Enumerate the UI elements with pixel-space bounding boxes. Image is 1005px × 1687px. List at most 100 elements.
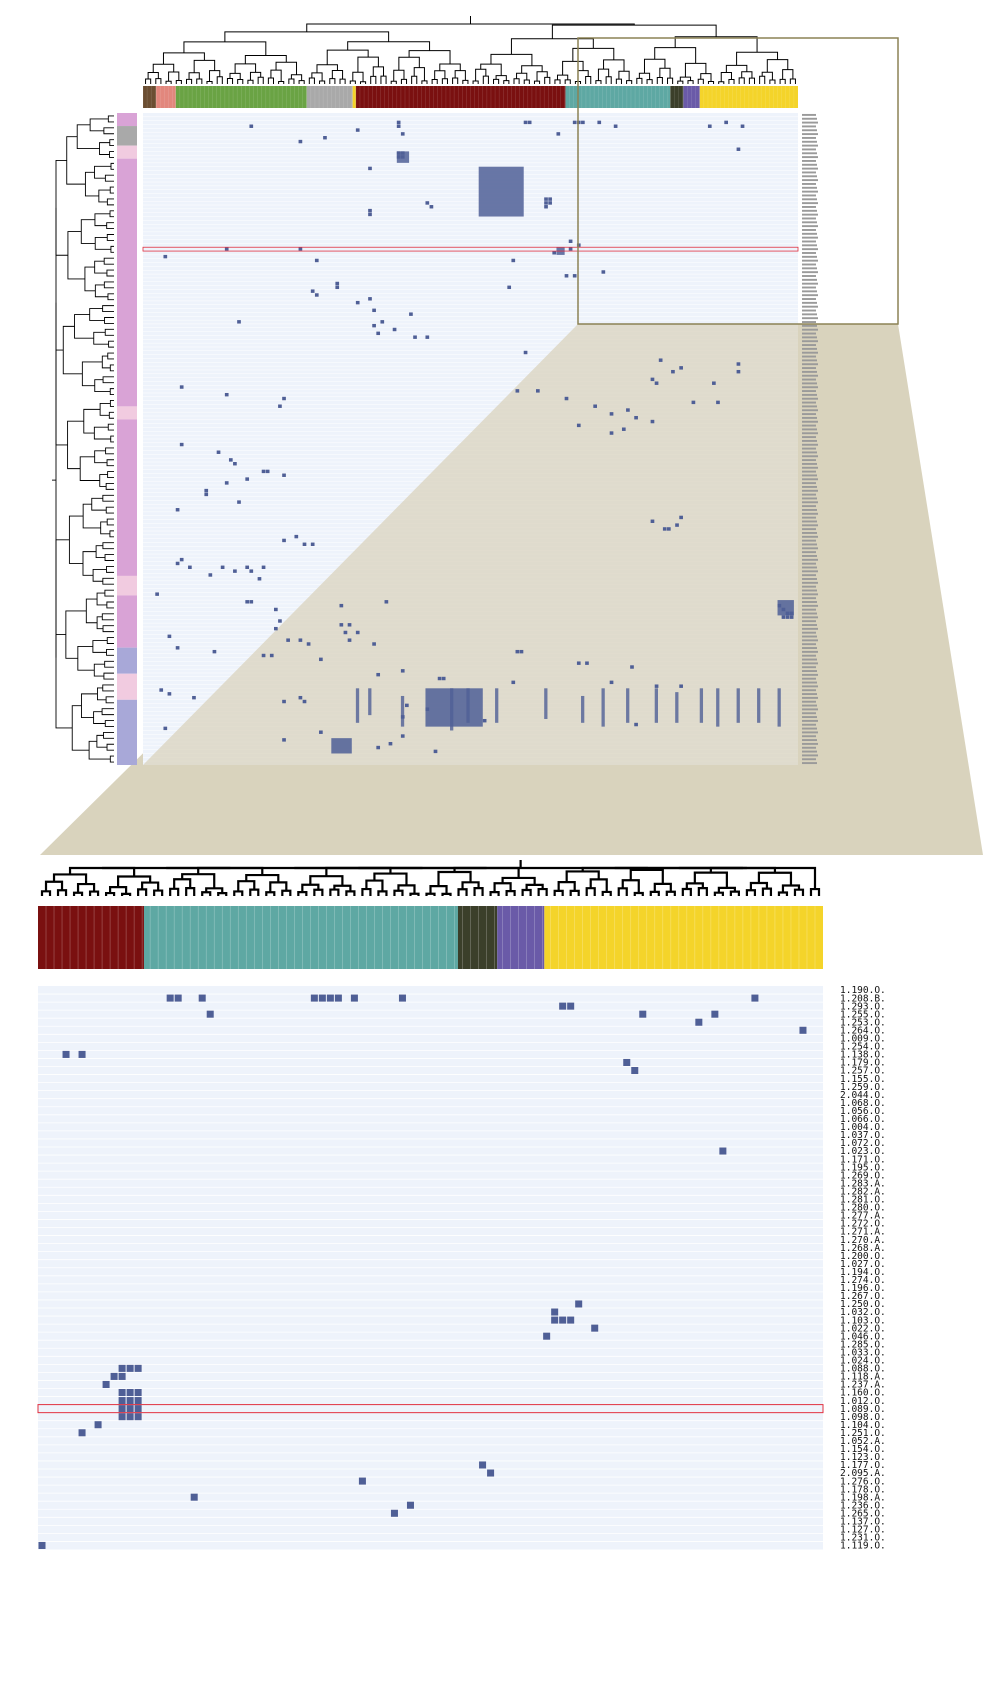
dendrogram-branch xyxy=(94,284,108,298)
row-label-tick xyxy=(802,363,818,366)
dendrogram-branch xyxy=(106,222,114,230)
zoomed-matrix-cell xyxy=(78,1429,86,1437)
zoomed-row-label: 1.056.O. xyxy=(840,1106,886,1117)
dendrogram-branch xyxy=(173,878,192,889)
cone-overlay xyxy=(143,324,798,765)
matrix-cell xyxy=(634,722,638,727)
dendrogram-branch xyxy=(201,891,212,896)
row-label-tick xyxy=(802,125,816,128)
row-label-tick xyxy=(802,194,816,197)
matrix-cell xyxy=(405,703,409,708)
dendrogram-branch xyxy=(329,888,340,896)
matrix-cell xyxy=(662,527,667,531)
dendrogram-branch xyxy=(80,219,96,244)
zoomed-row-label: 2.095.A. xyxy=(840,1468,886,1479)
row-label-tick xyxy=(802,140,817,143)
row-label-tick xyxy=(802,336,817,339)
row-label-tick xyxy=(802,271,818,274)
matrix-cell xyxy=(400,155,405,159)
dendrogram-branch xyxy=(601,890,612,896)
zoomed-row-label: 1.089.O. xyxy=(840,1404,886,1415)
zoomed-matrix-cell xyxy=(110,1372,118,1380)
matrix-cell xyxy=(400,669,405,673)
row-label-tick xyxy=(802,240,816,243)
row-cluster-segment xyxy=(117,145,137,159)
matrix-cell xyxy=(609,412,614,416)
row-cluster-segment xyxy=(117,673,137,700)
dendrogram-branch xyxy=(104,328,114,336)
dendrogram-branch xyxy=(308,77,315,84)
dendrogram-branch xyxy=(99,402,111,416)
dendrogram-branch xyxy=(94,237,111,250)
dendrogram-branch xyxy=(71,705,90,751)
zoomed-matrix-cell xyxy=(631,1067,639,1075)
row-label-tick xyxy=(802,474,817,477)
row-label-tick xyxy=(802,278,817,281)
row-label-tick xyxy=(802,520,817,523)
zoomed-row-label: 1.066.O. xyxy=(840,1114,886,1125)
row-label-tick xyxy=(802,624,817,626)
row-label-tick xyxy=(802,436,816,439)
zoomed-matrix-cell xyxy=(126,1413,134,1421)
matrix-cell xyxy=(384,600,389,604)
zoomed-cluster-segment xyxy=(497,906,545,969)
matrix-cell xyxy=(298,638,303,642)
matrix-cell xyxy=(609,431,614,435)
zoomed-matrix-cell xyxy=(487,1469,495,1477)
zoomed-row-label: 1.098.O. xyxy=(840,1412,886,1423)
dendrogram-branch xyxy=(104,589,114,597)
row-cluster-color-bar xyxy=(117,113,137,765)
matrix-cell xyxy=(515,649,520,654)
dendrogram-branch xyxy=(298,80,305,84)
matrix-cell xyxy=(679,515,683,520)
matrix-cell xyxy=(319,730,323,734)
matrix-cell xyxy=(159,688,164,692)
row-label-tick xyxy=(802,635,817,638)
zoomed-matrix-cell xyxy=(799,1026,807,1034)
row-label-tick xyxy=(802,762,817,765)
row-label-tick xyxy=(802,263,816,266)
dendrogram-branch xyxy=(638,72,651,80)
matrix-cell xyxy=(777,603,782,608)
matrix-cell xyxy=(425,707,430,711)
matrix-cell xyxy=(376,745,381,750)
dendrogram-branch xyxy=(717,886,736,893)
matrix-cell xyxy=(781,607,786,612)
row-label-tick xyxy=(802,466,818,469)
zoomed-matrix-cell xyxy=(575,1300,583,1308)
dendrogram-branch xyxy=(603,59,625,72)
matrix-cell xyxy=(274,607,278,612)
dendrogram-branch xyxy=(79,456,100,481)
matrix-cell xyxy=(167,634,172,639)
matrix-cell xyxy=(298,247,303,251)
row-label-tick xyxy=(802,501,818,504)
zoomed-row-label: 1.236.O. xyxy=(840,1500,886,1511)
matrix-cell xyxy=(392,327,397,332)
zoomed-row-label: 1.293.O. xyxy=(840,1001,886,1012)
row-label-tick xyxy=(802,386,818,389)
zoomed-row-label: 1.231.O. xyxy=(840,1533,886,1544)
dendrogram-branch xyxy=(345,890,356,896)
dendrogram-branch xyxy=(155,78,162,84)
row-label-tick xyxy=(802,313,817,316)
dendrogram-branch xyxy=(408,50,451,65)
zoomed-row-label: 1.123.O. xyxy=(840,1452,886,1463)
row-label-tick xyxy=(802,662,818,665)
row-label-tick xyxy=(802,136,816,139)
row-label-tick xyxy=(802,321,816,323)
row-label-tick xyxy=(802,378,816,381)
matrix-cell xyxy=(208,573,213,577)
zoomed-row-label: 1.103.O. xyxy=(840,1315,886,1326)
dendrogram-branch xyxy=(793,888,805,896)
dendrogram-branch xyxy=(728,79,735,84)
dendrogram-branch xyxy=(439,63,461,71)
dendrogram-branch xyxy=(615,78,622,84)
dendrogram-branch xyxy=(636,77,643,84)
zoomed-row-label: 1.267.O. xyxy=(840,1291,886,1302)
dendrogram-branch xyxy=(761,887,773,896)
dendrogram-branch xyxy=(98,189,111,203)
matrix-cell xyxy=(368,212,372,217)
row-label-tick xyxy=(802,236,818,239)
dendrogram-branch xyxy=(67,231,85,280)
matrix-cell xyxy=(179,557,184,562)
